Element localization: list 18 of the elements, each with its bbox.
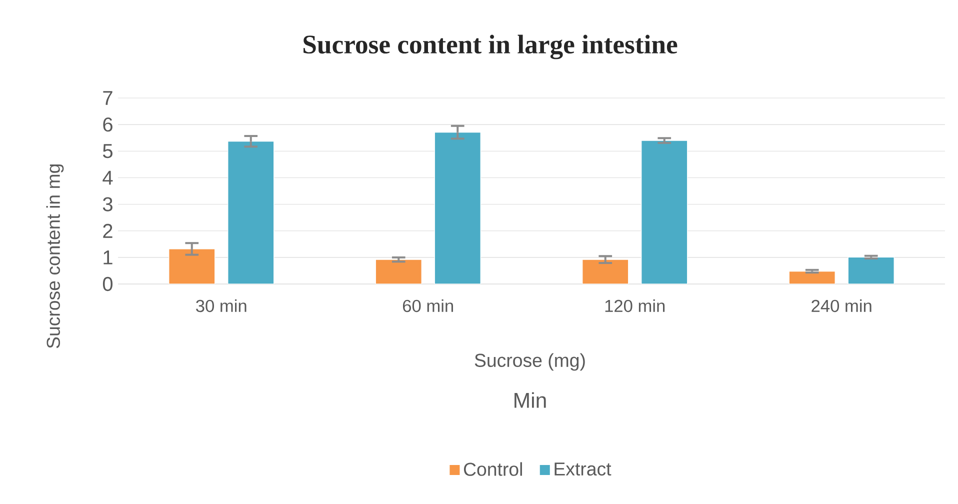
text: Sucrose (mg) [474,353,585,371]
y-tick-label: 6 [103,117,112,132]
y-tick-label: 4 [102,170,113,185]
chart-title: Sucrose content in large intestine [304,34,678,60]
x-tick-label: 120 min [605,299,665,312]
y-tick-label: 3 [102,197,112,212]
y-tick-label: 1 [104,250,112,264]
legend-label: Control [464,462,522,476]
x-tick-label: 30 min [196,299,246,312]
y-tick-label: 5 [102,144,112,158]
x-tick-label: 240 min [812,299,872,312]
y-axis-title: Sucrose content in mg [46,164,64,348]
y-tick-label: 0 [102,276,113,292]
legend-label: Extract [554,462,612,476]
x-tick-label: 60 min [402,299,453,312]
y-tick-label: 2 [103,224,112,238]
y-tick-label: 7 [103,91,112,105]
x-axis-title: Min [514,392,546,408]
